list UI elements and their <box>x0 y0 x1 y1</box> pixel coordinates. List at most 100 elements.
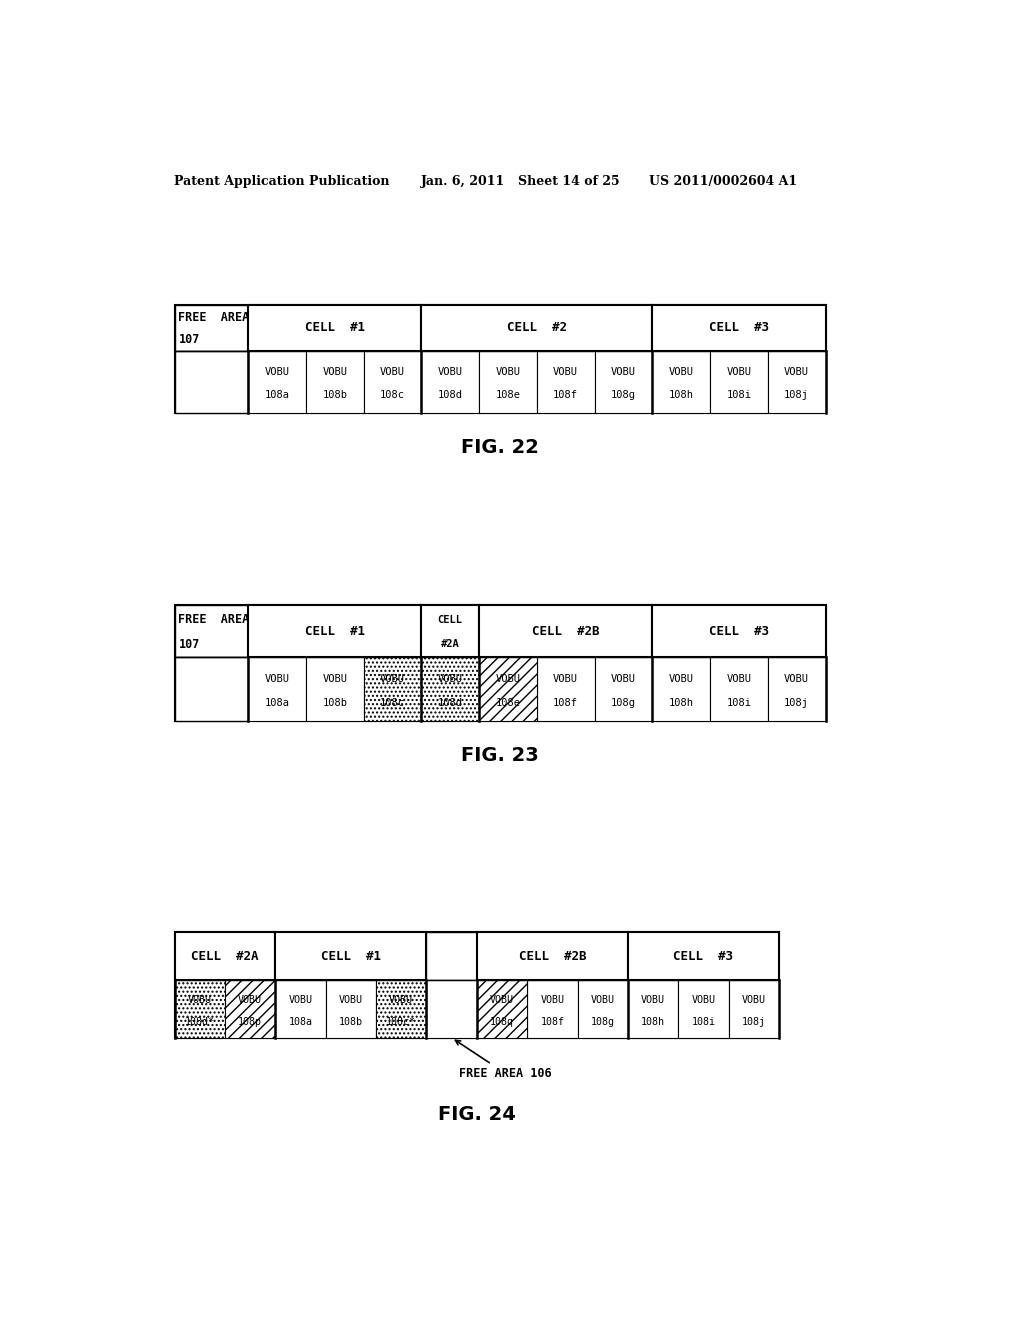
Text: VOBU: VOBU <box>496 367 520 378</box>
Text: VOBU: VOBU <box>264 675 290 685</box>
Text: CELL  #2B: CELL #2B <box>531 624 599 638</box>
Text: VOBU: VOBU <box>380 675 404 685</box>
Text: 108f: 108f <box>541 1016 564 1027</box>
Text: 108g: 108g <box>611 698 636 708</box>
Bar <box>421 351 479 412</box>
Text: VOBU: VOBU <box>641 995 665 1006</box>
Bar <box>768 657 825 721</box>
Text: CELL  #3: CELL #3 <box>709 624 769 638</box>
Text: VOBU: VOBU <box>553 675 579 685</box>
Bar <box>710 351 768 412</box>
Text: VOBU: VOBU <box>784 367 809 378</box>
Text: 108j: 108j <box>784 698 809 708</box>
Text: VOBU: VOBU <box>611 675 636 685</box>
Bar <box>595 657 652 721</box>
Bar <box>479 657 537 721</box>
Text: FIG. 23: FIG. 23 <box>461 746 539 764</box>
Bar <box>426 979 477 1038</box>
Text: VOBU: VOBU <box>380 367 404 378</box>
Text: FIG. 22: FIG. 22 <box>461 438 539 457</box>
Text: 108d*: 108d* <box>184 1016 215 1027</box>
Bar <box>174 305 248 351</box>
Text: 108h: 108h <box>669 391 693 400</box>
Text: 107: 107 <box>178 333 200 346</box>
Text: VOBU: VOBU <box>726 367 752 378</box>
Text: VOBU: VOBU <box>264 367 290 378</box>
Bar <box>174 932 275 979</box>
Text: CELL  #3: CELL #3 <box>674 949 733 962</box>
Text: VOBU: VOBU <box>339 995 362 1006</box>
Text: VOBU: VOBU <box>323 675 347 685</box>
Bar <box>426 932 477 979</box>
Text: 108a: 108a <box>264 698 290 708</box>
Bar <box>628 979 678 1038</box>
Bar <box>174 605 825 721</box>
Bar <box>479 605 652 657</box>
Text: Patent Application Publication: Patent Application Publication <box>174 176 390 187</box>
Text: VOBU: VOBU <box>496 675 520 685</box>
Text: VOBU: VOBU <box>437 675 463 685</box>
Bar <box>768 351 825 412</box>
Text: VOBU: VOBU <box>289 995 312 1006</box>
Bar <box>421 657 479 721</box>
Text: VOBU: VOBU <box>669 367 693 378</box>
Bar <box>477 979 527 1038</box>
Text: CELL  #1: CELL #1 <box>321 949 381 962</box>
Bar <box>376 979 426 1038</box>
Bar <box>537 657 595 721</box>
Bar <box>678 979 729 1038</box>
Bar <box>174 305 825 412</box>
Bar <box>306 657 364 721</box>
Bar <box>174 657 248 721</box>
Text: 108j: 108j <box>784 391 809 400</box>
Bar <box>527 979 578 1038</box>
Text: 108b: 108b <box>323 391 347 400</box>
Text: VOBU: VOBU <box>726 675 752 685</box>
Bar <box>652 657 710 721</box>
Text: US 2011/0002604 A1: US 2011/0002604 A1 <box>649 176 797 187</box>
Text: VOBU: VOBU <box>669 675 693 685</box>
Bar <box>595 351 652 412</box>
Text: VOBU: VOBU <box>611 367 636 378</box>
Bar <box>174 605 248 657</box>
Text: 108f: 108f <box>553 698 579 708</box>
Text: VOBU: VOBU <box>437 367 463 378</box>
Text: 108h: 108h <box>669 698 693 708</box>
Text: 108g: 108g <box>591 1016 614 1027</box>
Bar <box>248 605 421 657</box>
Bar <box>537 351 595 412</box>
Text: 108q: 108q <box>489 1016 514 1027</box>
Text: 108e: 108e <box>496 698 520 708</box>
Bar <box>248 657 306 721</box>
Text: VOBU: VOBU <box>591 995 614 1006</box>
Bar <box>248 305 421 351</box>
Text: 107: 107 <box>178 638 200 651</box>
Text: 108d: 108d <box>437 391 463 400</box>
Bar <box>710 657 768 721</box>
Text: 108h: 108h <box>641 1016 665 1027</box>
Bar <box>306 351 364 412</box>
Bar <box>652 351 710 412</box>
Text: 108j: 108j <box>741 1016 766 1027</box>
Text: CELL  #3: CELL #3 <box>709 321 769 334</box>
Text: FIG. 24: FIG. 24 <box>438 1105 516 1125</box>
Text: VOBU: VOBU <box>187 995 212 1006</box>
Text: VOBU: VOBU <box>784 675 809 685</box>
Text: 108c: 108c <box>380 698 404 708</box>
Bar <box>479 351 537 412</box>
Bar <box>275 932 426 979</box>
Text: 108b: 108b <box>339 1016 362 1027</box>
Text: VOBU: VOBU <box>541 995 564 1006</box>
Text: VOBU: VOBU <box>691 995 716 1006</box>
Bar <box>578 979 628 1038</box>
Bar <box>477 932 628 979</box>
Text: 108p: 108p <box>238 1016 262 1027</box>
Bar <box>421 305 652 351</box>
Text: FREE  AREA: FREE AREA <box>178 614 250 626</box>
Text: FREE  AREA: FREE AREA <box>178 312 250 325</box>
Text: 108i: 108i <box>691 1016 716 1027</box>
Text: 108g: 108g <box>611 391 636 400</box>
Bar <box>364 657 421 721</box>
Text: Jan. 6, 2011: Jan. 6, 2011 <box>421 176 505 187</box>
Bar <box>225 979 275 1038</box>
